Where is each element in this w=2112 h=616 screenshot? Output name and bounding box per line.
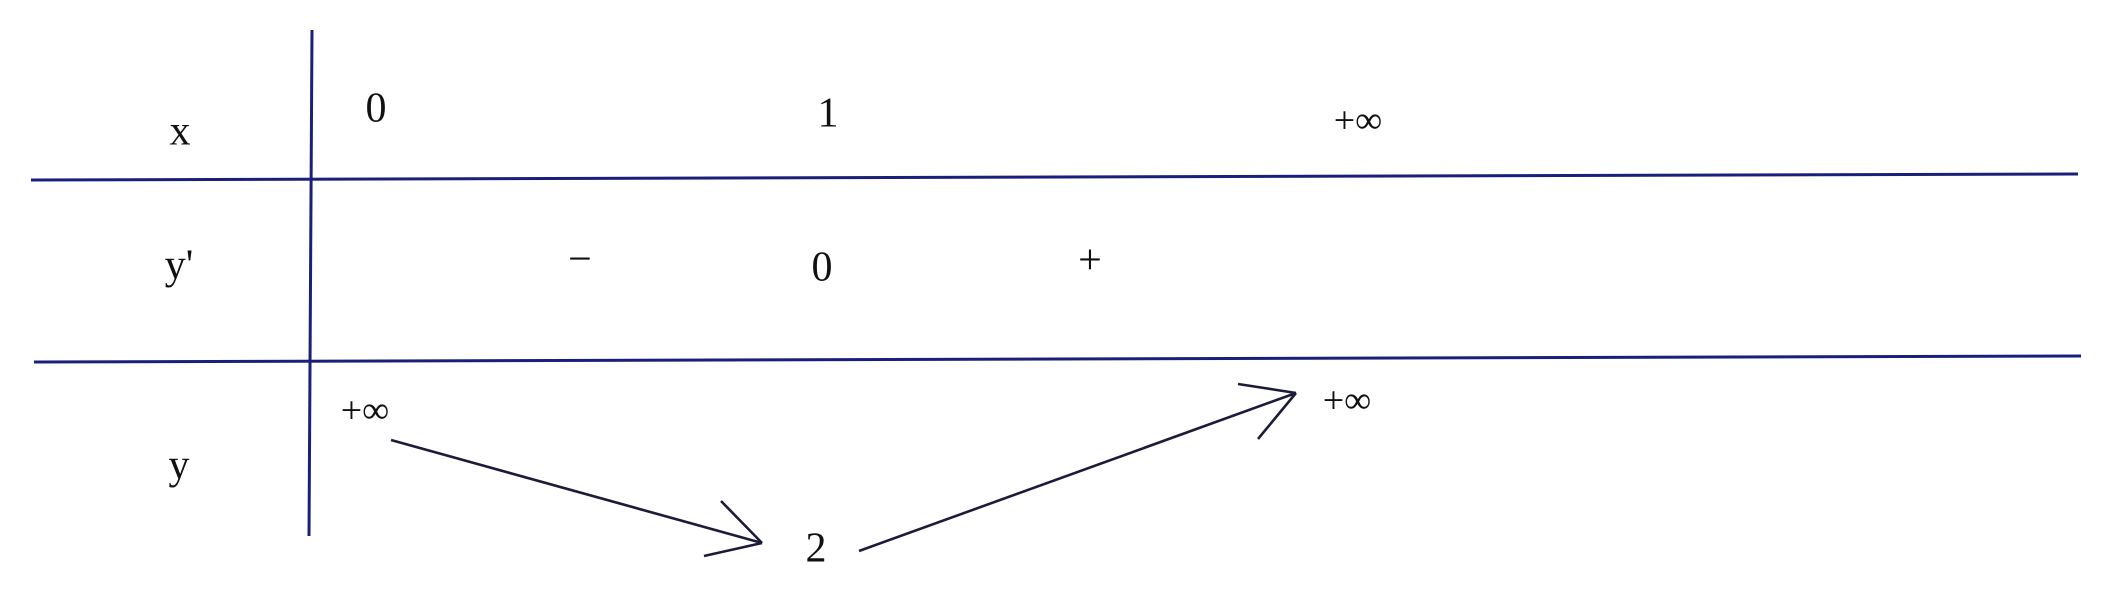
y-value: +∞ (1323, 380, 1372, 422)
row-label: x (170, 109, 191, 155)
sign: + (1078, 238, 1102, 284)
y-value: 2 (806, 526, 827, 572)
x-value: 1 (818, 91, 839, 137)
x-value: 0 (366, 86, 387, 132)
row-label: y (169, 443, 190, 489)
vertical-divider (307, 29, 314, 537)
y-value: +∞ (341, 390, 390, 432)
decreasing-arrow (390, 438, 763, 558)
increasing-arrow (858, 382, 1298, 553)
row-divider (30, 172, 2079, 182)
sign: − (568, 237, 592, 283)
row-divider (33, 354, 2082, 364)
derivative-zero: 0 (812, 245, 833, 291)
row-label: y' (165, 243, 194, 289)
x-value: +∞ (1334, 100, 1383, 142)
